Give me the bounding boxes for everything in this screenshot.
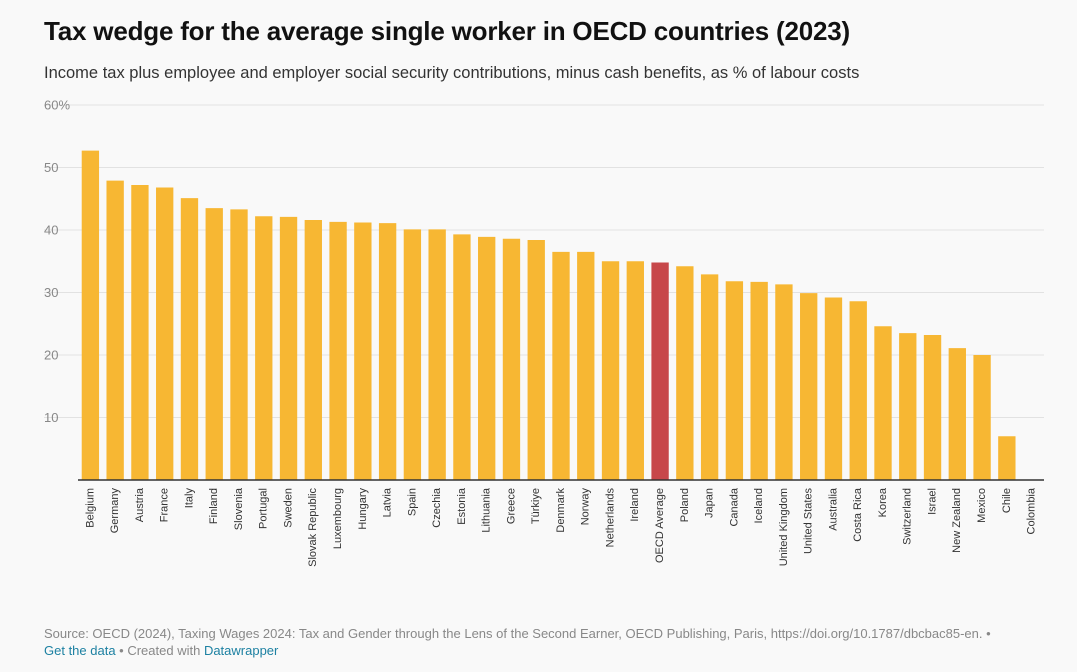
bar-netherlands	[601, 261, 620, 480]
bar-t-rkiye	[527, 240, 545, 480]
y-tick-label: 10	[44, 410, 58, 425]
x-category-label: Australia	[827, 487, 839, 531]
x-category-label: Greece	[505, 488, 517, 524]
x-category-label: Türkiye	[530, 488, 542, 524]
bar-costa-rica	[849, 301, 867, 480]
x-category-label: Lithuania	[481, 487, 493, 533]
y-tick-label: 60%	[44, 97, 70, 112]
bar-slovenia	[230, 209, 248, 480]
x-category-label: Luxembourg	[332, 488, 344, 549]
x-category-label: Sweden	[282, 488, 294, 528]
x-category-label: Estonia	[456, 487, 468, 525]
x-category-label: Japan	[704, 488, 716, 518]
footer: Source: OECD (2024), Taxing Wages 2024: …	[44, 625, 991, 659]
bar-iceland	[750, 281, 768, 480]
x-category-label: Mexico	[976, 488, 988, 523]
x-category-label: Switzerland	[902, 488, 914, 545]
get-the-data-link[interactable]: Get the data	[44, 643, 116, 658]
x-category-label: Norway	[580, 488, 592, 526]
bar-poland	[676, 266, 694, 480]
bar-spain	[403, 229, 422, 480]
x-category-label: Austria	[134, 487, 146, 522]
bar-czechia	[428, 229, 446, 480]
x-category-label: Iceland	[753, 488, 765, 523]
y-tick-label: 50	[44, 160, 58, 175]
bar-hungary	[354, 222, 372, 480]
bar-belgium	[81, 150, 100, 480]
bar-australia	[824, 297, 843, 480]
bar-denmark	[552, 251, 570, 480]
bar-united-states	[800, 293, 818, 480]
x-category-label: Czechia	[431, 487, 443, 528]
created-with-text: • Created with	[115, 643, 204, 658]
x-category-label: Italy	[183, 488, 195, 509]
bar-israel	[923, 335, 942, 480]
x-category-label: Poland	[679, 488, 691, 522]
x-category-label: Chile	[1001, 488, 1013, 513]
x-category-label: Costa Rica	[852, 487, 864, 542]
bar-norway	[577, 251, 595, 480]
bar-chile	[998, 436, 1016, 480]
x-category-label: Germany	[109, 488, 121, 534]
x-category-label: Korea	[877, 487, 889, 517]
x-category-label: Denmark	[555, 488, 567, 533]
bar-estonia	[453, 234, 471, 480]
bar-united-kingdom	[775, 284, 793, 480]
bar-france	[156, 187, 174, 480]
bar-korea	[874, 326, 892, 480]
bar-ireland	[626, 261, 644, 480]
x-category-label: Colombia	[1026, 487, 1038, 534]
y-tick-label: 30	[44, 285, 58, 300]
x-category-label: Latvia	[382, 487, 394, 517]
datawrapper-link[interactable]: Datawrapper	[203, 643, 279, 658]
chart-title: Tax wedge for the average single worker …	[44, 16, 850, 46]
bar-new-zealand	[948, 348, 966, 480]
x-category-label: Finland	[208, 488, 220, 524]
bar-slovak-republic	[304, 220, 322, 480]
bar-switzerland	[899, 333, 917, 480]
bar-japan	[700, 274, 719, 480]
bar-chart: 10 20 30 40 50 60% Belgium Germany Austria France…	[44, 97, 1044, 567]
x-category-label: OECD Average	[654, 488, 666, 563]
x-category-label: Portugal	[258, 488, 270, 529]
x-category-label: Israel	[926, 488, 938, 515]
x-category-label: Spain	[406, 488, 418, 516]
source-note: Source: OECD (2024), Taxing Wages 2024: …	[44, 626, 991, 641]
y-tick-label: 20	[44, 347, 58, 362]
bar-luxembourg	[329, 221, 347, 480]
bar-canada	[725, 281, 744, 480]
chart-subtitle: Income tax plus employee and employer so…	[44, 64, 860, 82]
bar-greece	[502, 238, 521, 480]
y-tick-label: 40	[44, 222, 58, 237]
bar-germany	[106, 180, 124, 480]
x-category-label: Canada	[728, 487, 740, 526]
x-category-label: Ireland	[629, 488, 641, 522]
x-category-label: Belgium	[84, 488, 96, 528]
bar-italy	[180, 198, 199, 480]
bar-portugal	[255, 216, 273, 480]
x-category-label: Hungary	[357, 488, 369, 530]
bar-austria	[131, 185, 149, 480]
bar-sweden	[279, 216, 298, 480]
x-category-label: Slovenia	[233, 487, 245, 530]
bar-mexico	[973, 355, 991, 480]
x-category-label: United States	[803, 488, 815, 555]
x-category-label: New Zealand	[951, 488, 963, 553]
x-category-label: Slovak Republic	[307, 488, 319, 567]
x-category-label: United Kingdom	[778, 488, 790, 566]
x-category-label: Netherlands	[604, 488, 616, 548]
bar-lithuania	[478, 236, 496, 480]
bar-oecd-average	[651, 262, 669, 480]
bar-latvia	[378, 223, 397, 480]
bar-finland	[205, 208, 223, 480]
x-category-label: France	[159, 488, 171, 522]
